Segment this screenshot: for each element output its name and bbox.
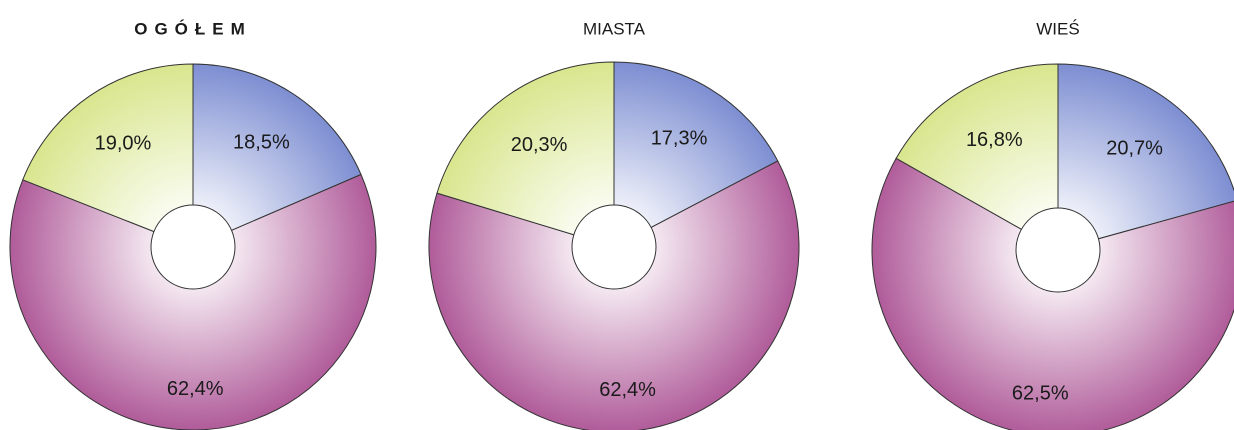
value-label: 62,5% [1012, 382, 1069, 404]
value-label: 18,5% [233, 131, 290, 153]
value-label: 62,4% [599, 379, 656, 401]
slice [895, 63, 1059, 251]
chart-title: MIASTA [583, 19, 646, 38]
slice [871, 157, 1234, 430]
slice [1057, 63, 1234, 251]
slice [22, 63, 194, 248]
value-label: 62,4% [167, 378, 224, 400]
slice [192, 63, 362, 248]
value-label: 16,8% [966, 129, 1023, 151]
slice [613, 61, 779, 248]
slice [436, 61, 615, 248]
donut-hole [150, 204, 236, 290]
donut-hole [1015, 207, 1101, 293]
chart-title: WIEŚ [1036, 19, 1079, 38]
value-label: 19,0% [95, 132, 152, 154]
value-label: 20,7% [1106, 138, 1163, 160]
chart-title: OGÓŁEM [134, 19, 252, 38]
donut-hole [571, 204, 657, 290]
value-label: 17,3% [651, 128, 708, 150]
value-label: 20,3% [511, 134, 568, 156]
slice [428, 160, 800, 430]
